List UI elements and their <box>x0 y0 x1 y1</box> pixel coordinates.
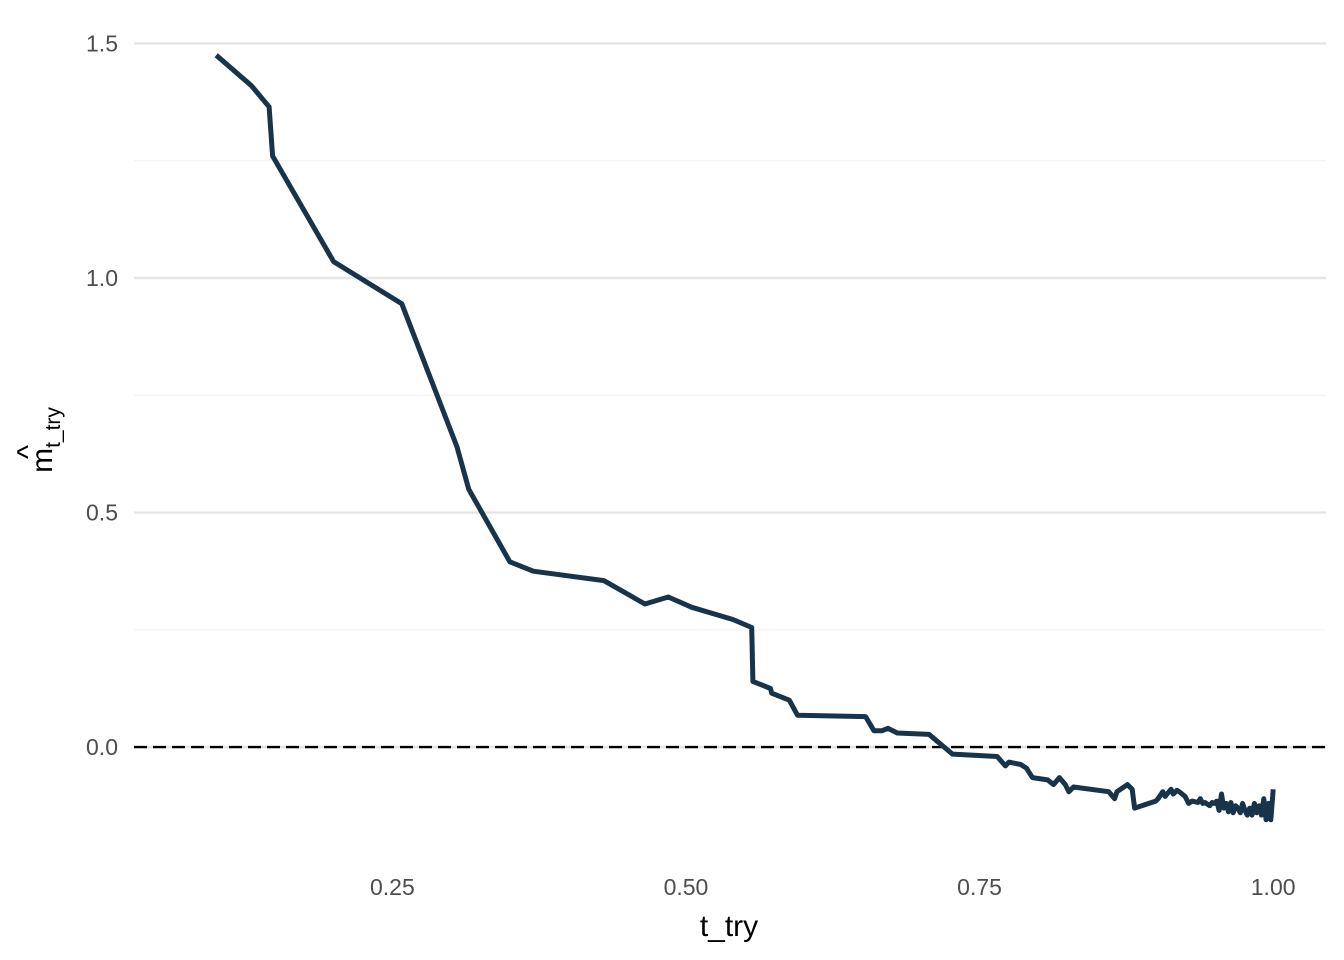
y-tick-label-0: 0.0 <box>86 734 118 760</box>
x-tick-label-2: 0.75 <box>957 874 1002 900</box>
x-tick-label-3: 1.00 <box>1251 874 1296 900</box>
y-tick-label-1: 0.5 <box>86 500 118 526</box>
x-tick-label-0: 0.25 <box>370 874 415 900</box>
y-tick-label-2: 1.0 <box>86 265 118 291</box>
y-axis-title-hat: ^ <box>12 445 45 459</box>
y-tick-label-3: 1.5 <box>86 30 118 56</box>
series-group <box>214 53 1276 823</box>
x-axis-title: t_try <box>700 910 758 943</box>
y-tick-labels: 0.0 0.5 1.0 1.5 <box>86 30 118 760</box>
x-tick-label-1: 0.50 <box>664 874 709 900</box>
svg-text:mt_try: mt_try <box>26 407 65 473</box>
y-axis-title: mt_try ^ <box>12 407 65 473</box>
series-line-0 <box>214 53 1276 823</box>
y-axis-title-subscript: t_try <box>42 407 65 448</box>
y-axis-title-main: m <box>26 448 59 473</box>
x-tick-labels: 0.25 0.50 0.75 1.00 <box>370 874 1296 900</box>
